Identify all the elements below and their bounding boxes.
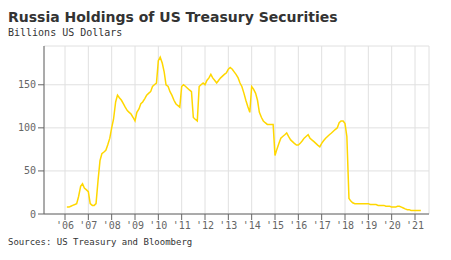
svg-text:'12: '12 xyxy=(196,220,214,231)
svg-text:'11: '11 xyxy=(173,220,191,231)
html-text:Russia Holdings of US Treasury: Russia Holdings of US Treasury Securitie… xyxy=(8,9,338,25)
svg-text:50: 50 xyxy=(24,165,36,176)
svg-text:'14: '14 xyxy=(243,220,261,231)
html-text:Billions US Dollars: Billions US Dollars xyxy=(8,27,123,38)
svg-text:'08: '08 xyxy=(103,220,121,231)
svg-text:0: 0 xyxy=(30,209,36,220)
svg-text:'20: '20 xyxy=(383,220,401,231)
html-text:Sources: US Treasury and Bloom: Sources: US Treasury and Bloomberg xyxy=(8,237,193,247)
svg-text:'06: '06 xyxy=(56,220,74,231)
svg-text:'10: '10 xyxy=(149,220,167,231)
svg-text:'18: '18 xyxy=(336,220,354,231)
svg-text:'13: '13 xyxy=(219,220,237,231)
svg-text:'19: '19 xyxy=(359,220,377,231)
svg-text:150: 150 xyxy=(18,79,36,90)
svg-text:'21: '21 xyxy=(406,220,424,231)
svg-text:100: 100 xyxy=(18,122,36,133)
svg-text:'07: '07 xyxy=(79,220,97,231)
svg-text:'15: '15 xyxy=(266,220,284,231)
svg-text:'16: '16 xyxy=(289,220,307,231)
svg-text:'17: '17 xyxy=(313,220,331,231)
svg-text:'09: '09 xyxy=(126,220,144,231)
